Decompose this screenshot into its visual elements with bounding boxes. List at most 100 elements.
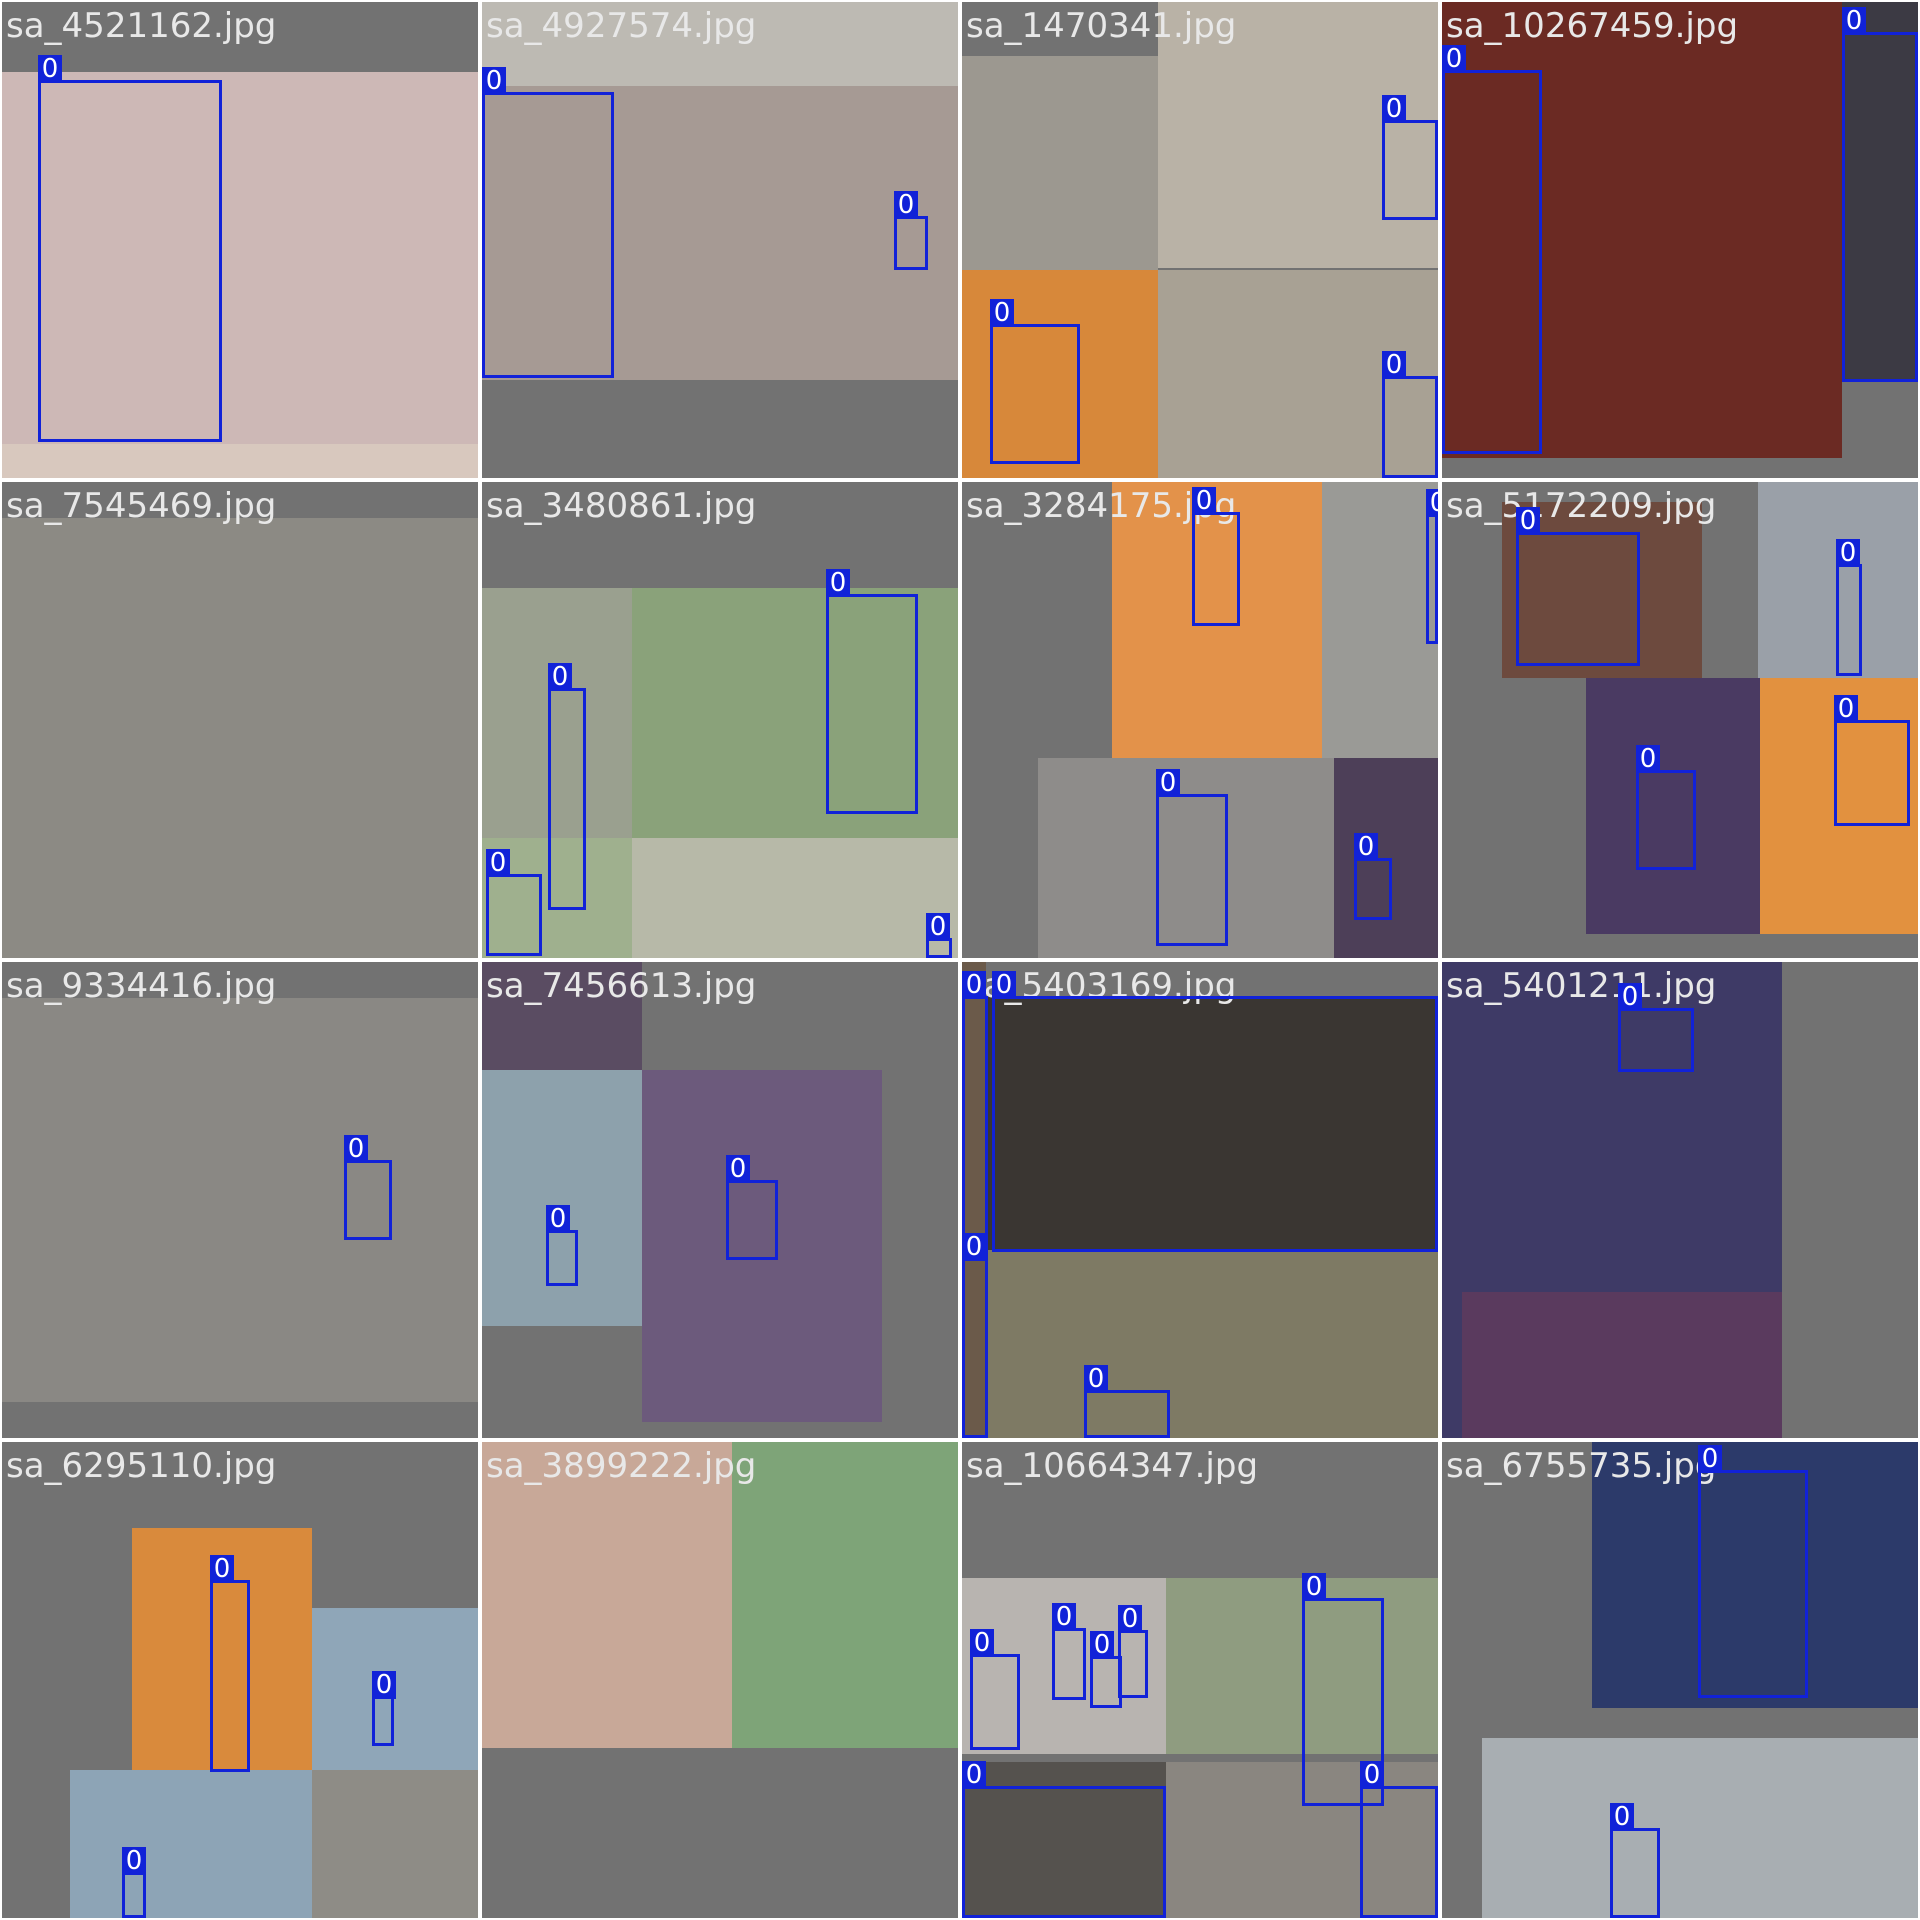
tile-photo <box>1322 482 1438 758</box>
detection-box: 0 <box>962 971 988 1438</box>
detection-box: 0 <box>122 1847 146 1918</box>
class-label: 0 <box>1610 1803 1634 1831</box>
detection-box: 0 <box>372 1671 396 1746</box>
tile-photo <box>482 1070 642 1326</box>
tile-filename: sa_5172209.jpg <box>1446 486 1717 526</box>
tile-photo <box>482 962 642 1070</box>
class-label: 0 <box>344 1135 368 1163</box>
class-label: 0 <box>826 569 850 597</box>
tile-filename: sa_5401211.jpg <box>1446 966 1717 1006</box>
mosaic-tile: 0 0 0 0 0 0 0 sa_10664347.jpg <box>962 1442 1438 1918</box>
tile-filename: sa_6295110.jpg <box>6 1446 277 1486</box>
tile-photo <box>1462 1292 1782 1438</box>
class-label: 0 <box>1836 539 1860 567</box>
mosaic-tile: 0 0 0 0 sa_3480861.jpg <box>482 482 958 958</box>
mosaic-tile: 0 0 0 sa_6295110.jpg <box>2 1442 478 1918</box>
detection-box: 0 <box>1052 1603 1086 1700</box>
detection-box: 0 <box>1618 983 1694 1072</box>
tile-photo <box>312 1770 478 1918</box>
tile-filename: sa_10664347.jpg <box>966 1446 1259 1486</box>
mosaic-tile: 0 0 0 0 sa_3284175.jpg <box>962 482 1438 958</box>
detection-box: 0 <box>1382 95 1438 220</box>
tile-filename: sa_3899222.jpg <box>486 1446 757 1486</box>
detection-box: 0 <box>1636 745 1696 870</box>
detection-box: 0 <box>962 1233 988 1438</box>
tile-filename: sa_3284175.jpg <box>966 486 1237 526</box>
mosaic-tile: 0 sa_5401211.jpg <box>1442 962 1918 1438</box>
detection-box: 0 <box>1516 507 1640 666</box>
class-label: 0 <box>122 1847 146 1875</box>
class-label: 0 <box>548 663 572 691</box>
class-label: 0 <box>1354 833 1378 861</box>
tile-filename: sa_9334416.jpg <box>6 966 277 1006</box>
class-label: 0 <box>1698 1445 1722 1473</box>
tile-photo <box>2 72 478 444</box>
detection-box: 0 <box>1426 489 1438 644</box>
detection-box: 0 <box>546 1205 578 1286</box>
detection-box: 0 <box>1156 769 1228 946</box>
class-label: 0 <box>1426 489 1438 517</box>
detection-box: 0 <box>1354 833 1392 920</box>
tile-photo <box>1038 758 1334 958</box>
tile-filename: sa_10267459.jpg <box>1446 6 1739 46</box>
mosaic-tile: sa_7545469.jpg <box>2 482 478 958</box>
class-label: 0 <box>372 1671 396 1699</box>
class-label: 0 <box>962 971 986 999</box>
class-label: 0 <box>1382 351 1406 379</box>
class-label: 0 <box>1360 1761 1384 1789</box>
tile-filename: sa_4521162.jpg <box>6 6 277 46</box>
tile-filename: sa_3480861.jpg <box>486 486 757 526</box>
mosaic-tile: 0 sa_9334416.jpg <box>2 962 478 1438</box>
class-label: 0 <box>482 67 506 95</box>
class-label: 0 <box>726 1155 750 1183</box>
mosaic-tile: 0 0 sa_4927574.jpg <box>482 2 958 478</box>
class-label: 0 <box>926 913 950 941</box>
class-label: 0 <box>1834 695 1858 723</box>
detection-box: 0 <box>1834 695 1910 826</box>
class-label: 0 <box>1636 745 1660 773</box>
detection-box: 0 <box>1842 7 1918 382</box>
detection-box: 0 <box>486 849 542 956</box>
detection-box: 0 <box>1192 487 1240 626</box>
tile-photo <box>482 588 632 838</box>
tile-photo <box>482 86 958 380</box>
tile-photo <box>2 998 478 1402</box>
tile-photo <box>986 996 1438 1250</box>
class-label: 0 <box>990 299 1014 327</box>
class-label: 0 <box>1516 507 1540 535</box>
detection-box: 0 <box>210 1555 250 1772</box>
class-label: 0 <box>1052 1603 1076 1631</box>
class-label: 0 <box>894 191 918 219</box>
detection-box: 0 <box>1698 1445 1808 1698</box>
class-label: 0 <box>962 1761 986 1789</box>
tile-filename: sa_4927574.jpg <box>486 6 757 46</box>
class-label: 0 <box>210 1555 234 1583</box>
tile-photo <box>2 518 478 958</box>
tile-photo <box>1158 2 1438 268</box>
detection-box: 0 <box>990 299 1080 464</box>
mosaic-tile: 0 0 sa_7456613.jpg <box>482 962 958 1438</box>
tile-filename: sa_7545469.jpg <box>6 486 277 526</box>
detection-box: 0 <box>1302 1573 1384 1806</box>
detection-box: 0 <box>826 569 918 814</box>
class-label: 0 <box>546 1205 570 1233</box>
tile-filename: sa_7456613.jpg <box>486 966 757 1006</box>
mosaic-tile: 0 0 0 0 sa_5172209.jpg <box>1442 482 1918 958</box>
class-label: 0 <box>992 971 1016 999</box>
class-label: 0 <box>962 1233 986 1261</box>
detection-box: 0 <box>1084 1365 1170 1438</box>
detection-box: 0 <box>1610 1803 1660 1918</box>
detection-box: 0 <box>482 67 614 378</box>
class-label: 0 <box>1618 983 1642 1011</box>
tile-photo <box>986 1250 1438 1438</box>
tile-photo <box>1586 678 1776 934</box>
tile-filename: sa_6755735.jpg <box>1446 1446 1717 1486</box>
detection-box: 0 <box>548 663 586 910</box>
class-label: 0 <box>1118 1605 1142 1633</box>
mosaic-tile: 0 0 0 sa_1470341.jpg <box>962 2 1438 478</box>
detection-box: 0 <box>962 1761 1166 1918</box>
tile-photo <box>632 588 958 838</box>
mosaic-tile: 0 0 0 0 sa_5403169.jpg <box>962 962 1438 1438</box>
tile-photo <box>962 962 986 1438</box>
tile-photo <box>70 1770 312 1918</box>
